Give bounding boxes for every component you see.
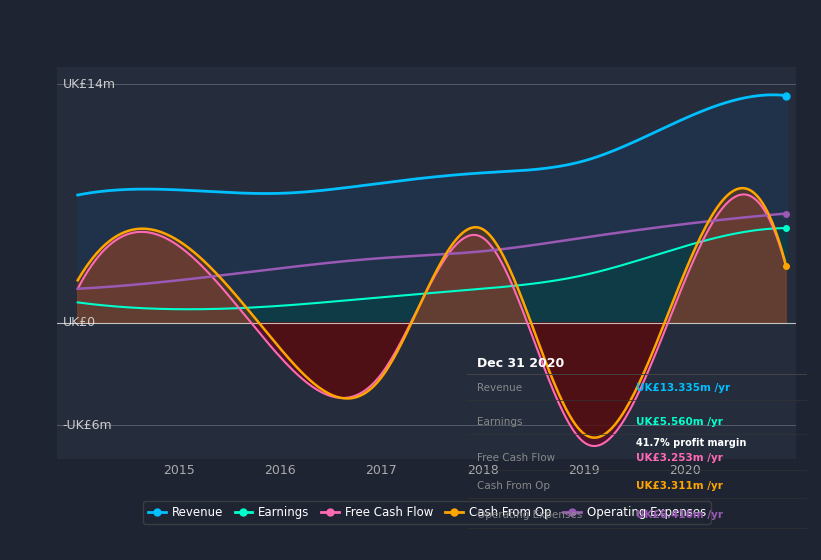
- Text: Operating Expenses: Operating Expenses: [478, 511, 583, 520]
- Text: Free Cash Flow: Free Cash Flow: [478, 453, 556, 463]
- Text: Cash From Op: Cash From Op: [478, 480, 550, 491]
- Text: Earnings: Earnings: [478, 417, 523, 427]
- Text: UK£14m: UK£14m: [62, 78, 116, 91]
- Text: UK£6.416m /yr: UK£6.416m /yr: [636, 511, 723, 520]
- Legend: Revenue, Earnings, Free Cash Flow, Cash From Op, Operating Expenses: Revenue, Earnings, Free Cash Flow, Cash …: [143, 501, 711, 524]
- Text: -UK£6m: -UK£6m: [62, 419, 112, 432]
- Text: Dec 31 2020: Dec 31 2020: [478, 357, 565, 370]
- Text: UK£0: UK£0: [62, 316, 96, 329]
- Text: 41.7% profit margin: 41.7% profit margin: [636, 438, 746, 448]
- Text: UK£5.560m /yr: UK£5.560m /yr: [636, 417, 723, 427]
- Text: Revenue: Revenue: [478, 383, 522, 393]
- Text: UK£13.335m /yr: UK£13.335m /yr: [636, 383, 731, 393]
- Text: UK£3.253m /yr: UK£3.253m /yr: [636, 453, 723, 463]
- Text: UK£3.311m /yr: UK£3.311m /yr: [636, 480, 723, 491]
